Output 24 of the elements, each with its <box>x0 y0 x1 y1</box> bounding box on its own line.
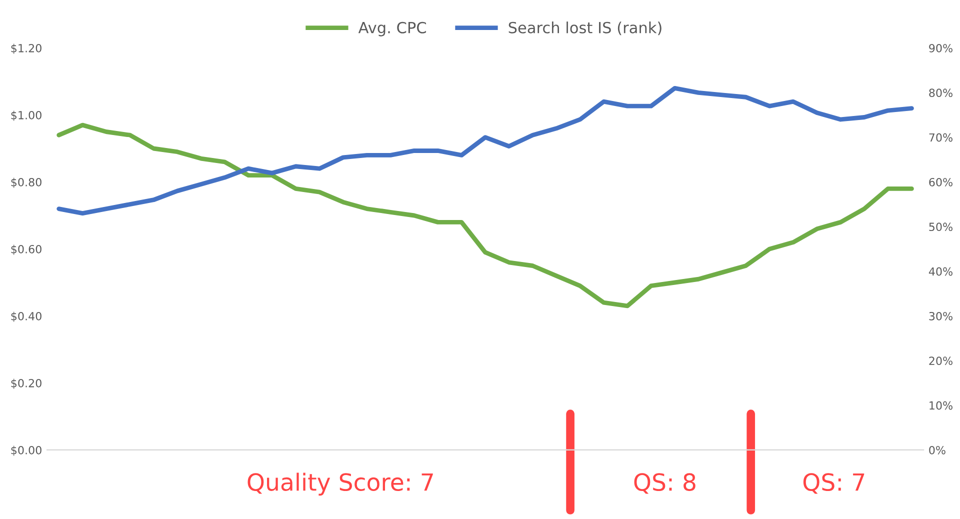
legend-label: Avg. CPC <box>358 22 426 36</box>
y-tick-label: $0.20 <box>11 378 42 389</box>
line-series <box>56 122 914 308</box>
y-tick-label: $0.60 <box>11 244 42 255</box>
y-tick-label: $0.80 <box>11 178 42 188</box>
legend-label: Search lost IS (rank) <box>508 22 662 36</box>
y-tick-label: $0.00 <box>11 446 42 456</box>
y2-tick-label: 90% <box>929 44 952 52</box>
y2-tick-label: 50% <box>929 222 952 232</box>
y-tick-label: $1.20 <box>11 44 42 54</box>
y2-tick-label: 40% <box>928 267 952 276</box>
y2-tick-label: 60% <box>929 178 952 186</box>
y-tick-label: $0.40 <box>11 312 42 322</box>
y2-tick-label: 0% <box>929 446 946 454</box>
y2-tick-label: 30% <box>929 312 952 320</box>
y2-tick-label: 20% <box>929 356 952 366</box>
line-series <box>56 86 914 216</box>
text: QS: 7 <box>803 473 864 494</box>
y2-tick-label: 10% <box>930 401 952 410</box>
y2-tick-label: 70% <box>929 133 952 142</box>
y-tick-label: $1.00 <box>11 110 42 121</box>
text: QS: 8 <box>634 473 696 494</box>
text: Quality Score: 7 <box>248 472 433 496</box>
y2-tick-label: 80% <box>929 88 952 98</box>
